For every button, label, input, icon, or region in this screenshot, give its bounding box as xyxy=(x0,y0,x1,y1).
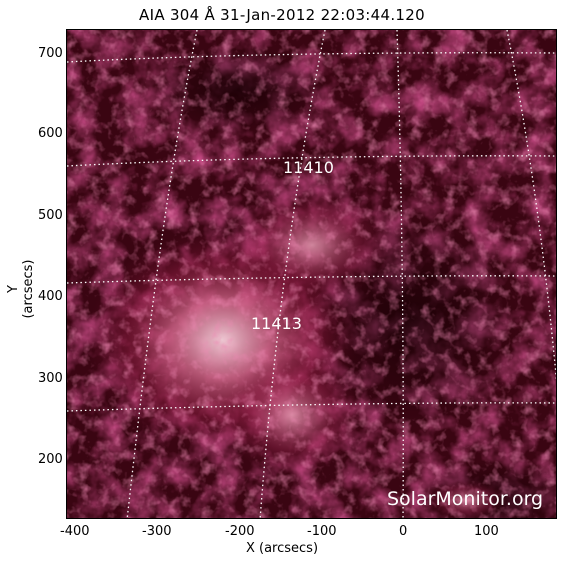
x-tick-label: -400 xyxy=(60,524,90,539)
solar-image xyxy=(67,30,556,518)
x-tick-label: 100 xyxy=(474,524,499,539)
y-tick-label: 500 xyxy=(38,208,63,223)
y-tick-label: 300 xyxy=(38,371,63,386)
y-tick-label: 400 xyxy=(38,289,63,304)
x-tick-label: -300 xyxy=(142,524,172,539)
heliographic-grid xyxy=(67,30,556,518)
solar-image-frame: 11410 11413 SolarMonitor.org xyxy=(66,29,557,519)
y-axis-label: Y (arcsecs) xyxy=(6,259,36,319)
y-tick-label: 600 xyxy=(38,126,63,141)
watermark: SolarMonitor.org xyxy=(387,488,544,510)
x-tick-label: -200 xyxy=(225,524,255,539)
active-region-label: 11410 xyxy=(283,158,334,177)
x-axis-label: X (arcsecs) xyxy=(245,541,319,556)
y-tick-label: 200 xyxy=(38,452,63,467)
x-tick-label: -100 xyxy=(307,524,337,539)
x-tick-label: 0 xyxy=(399,524,408,539)
y-tick-label: 700 xyxy=(38,46,63,61)
image-title: AIA 304 Å 31-Jan-2012 22:03:44.120 xyxy=(139,6,425,24)
active-region-label: 11413 xyxy=(251,314,302,333)
